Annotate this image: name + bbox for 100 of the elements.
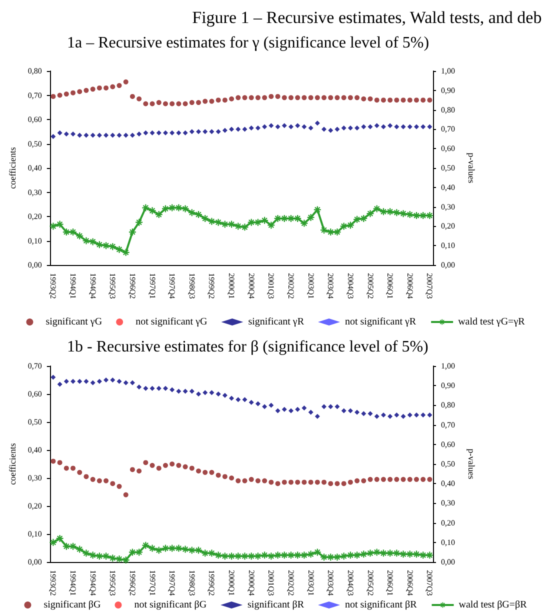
point — [282, 95, 287, 100]
point — [84, 378, 89, 384]
point — [322, 126, 327, 132]
y2-tick-label: 0,20 — [441, 222, 455, 231]
point — [400, 124, 406, 130]
point — [216, 472, 221, 478]
point — [354, 478, 360, 484]
point — [143, 460, 148, 466]
y2-tick-label: 0,80 — [441, 400, 455, 410]
point — [202, 129, 208, 134]
point — [116, 484, 122, 489]
point — [82, 237, 90, 244]
point — [388, 123, 393, 128]
point — [262, 404, 268, 410]
point — [175, 544, 182, 552]
point — [361, 411, 366, 416]
point — [388, 476, 393, 482]
y2-tick-label: 0,80 — [441, 105, 455, 114]
y-tick-label: 0,50 — [28, 418, 42, 426]
x-tick-label: 1994Q1 — [68, 273, 78, 299]
point — [308, 410, 314, 415]
point — [84, 88, 89, 93]
point — [255, 401, 260, 406]
point — [322, 95, 327, 100]
point — [123, 380, 128, 386]
point — [189, 388, 194, 394]
point — [314, 414, 320, 419]
x-tick-label: 2003Q4 — [326, 570, 336, 596]
point — [209, 390, 214, 396]
point — [104, 85, 109, 90]
point — [368, 96, 373, 102]
point — [150, 130, 155, 136]
x-tick-label: 2000Q1 — [227, 570, 236, 596]
point — [77, 89, 82, 94]
point — [354, 125, 360, 130]
point — [90, 132, 96, 138]
point — [248, 125, 254, 130]
point — [374, 414, 380, 419]
point — [268, 123, 274, 128]
point — [414, 98, 419, 103]
point — [116, 83, 122, 88]
y2-tick-label: 0,40 — [441, 182, 455, 192]
point — [150, 386, 155, 391]
point — [222, 128, 228, 133]
point — [348, 125, 353, 130]
point — [341, 408, 346, 414]
point — [150, 462, 155, 468]
point — [90, 380, 96, 386]
y2-tick-label: 0,60 — [441, 144, 455, 154]
point — [380, 98, 386, 103]
point — [130, 467, 135, 472]
point — [334, 95, 340, 100]
point — [110, 132, 116, 138]
point — [90, 476, 96, 482]
point — [348, 480, 353, 485]
x-tick-label: 2001Q3 — [266, 273, 276, 299]
point — [136, 132, 142, 137]
point — [110, 84, 116, 90]
point — [70, 466, 76, 471]
point — [156, 386, 162, 391]
point — [302, 406, 307, 410]
point — [57, 130, 62, 136]
x-tick-label: 1998Q3 — [187, 570, 196, 596]
y2-tick-label: 0,10 — [441, 538, 455, 547]
point — [170, 462, 175, 466]
y-tick-label: 0,00 — [28, 558, 42, 566]
point — [50, 134, 56, 139]
y2-tick-label: 0,00 — [441, 260, 455, 270]
y-tick-label: 0,10 — [28, 530, 42, 538]
point — [202, 390, 208, 396]
point — [182, 205, 189, 212]
point — [361, 124, 366, 130]
point — [334, 404, 340, 410]
point — [176, 388, 182, 394]
y-tick-label: 0,60 — [28, 390, 42, 398]
x-tick-label: 1996Q2 — [128, 273, 137, 299]
point — [77, 470, 82, 475]
legend-label: significant βG — [44, 600, 101, 610]
point — [341, 95, 346, 100]
x-tick-label: 2007Q3 — [425, 570, 434, 596]
point — [394, 98, 400, 103]
point — [248, 400, 254, 405]
point — [216, 392, 221, 396]
point — [427, 476, 432, 482]
point — [176, 462, 182, 468]
point — [354, 410, 360, 415]
x-tick-label: 1997Q4 — [168, 570, 177, 596]
point — [380, 476, 386, 482]
point — [380, 124, 386, 130]
point — [242, 95, 248, 100]
x-tick-label: 1993Q2 — [48, 570, 58, 596]
point — [170, 130, 175, 136]
point — [361, 96, 366, 102]
point — [368, 411, 373, 416]
point — [196, 100, 202, 106]
point — [262, 478, 268, 484]
y-axis-title: coefficients — [8, 442, 18, 485]
x-tick-label: 1999Q2 — [207, 570, 216, 596]
point — [143, 101, 148, 106]
point — [209, 470, 214, 475]
